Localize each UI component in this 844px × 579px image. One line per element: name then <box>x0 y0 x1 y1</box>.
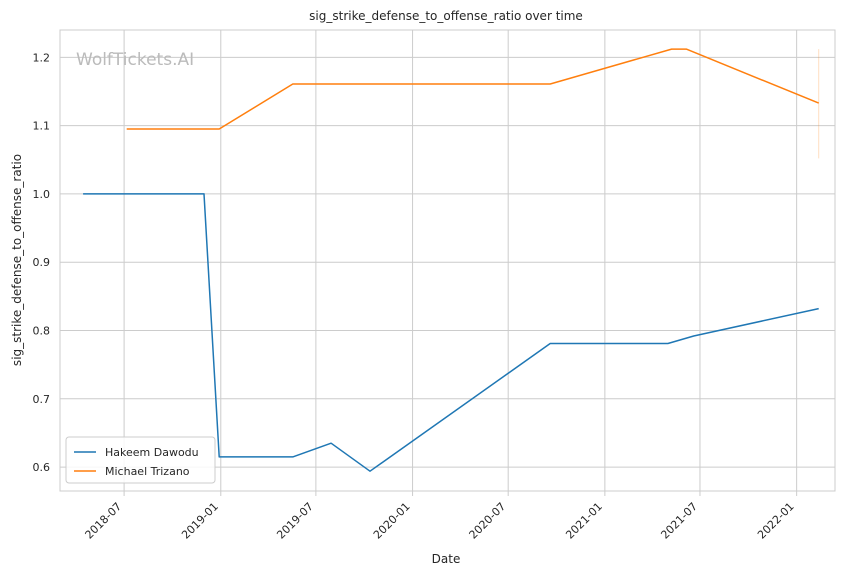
x-axis-label: Date <box>432 552 461 566</box>
y-tick-label: 0.7 <box>33 393 51 406</box>
chart-title: sig_strike_defense_to_offense_ratio over… <box>309 9 583 23</box>
legend: Hakeem Dawodu Michael Trizano <box>65 436 216 484</box>
legend-box <box>65 436 216 484</box>
y-axis-label: sig_strike_defense_to_offense_ratio <box>10 154 24 366</box>
series-layer <box>83 48 820 472</box>
y-tick-label: 0.8 <box>33 325 51 338</box>
y-tick-label: 1.1 <box>33 120 51 133</box>
series-line-2 <box>126 48 819 130</box>
series-line-1 <box>83 193 819 472</box>
plot-border <box>59 29 836 492</box>
y-axis-ticks: 0.6 0.7 0.8 0.9 1.0 1.1 1.2 <box>33 51 51 474</box>
y-tick-label: 0.9 <box>33 256 51 269</box>
y-tick-label: 1.2 <box>33 51 51 64</box>
plot-area <box>60 30 835 491</box>
legend-label-1: Hakeem Dawodu <box>105 446 199 459</box>
legend-label-2: Michael Trizano <box>105 465 190 478</box>
y-tick-label: 1.0 <box>33 188 51 201</box>
y-tick-label: 0.6 <box>33 461 51 474</box>
watermark-text: WolfTickets.AI <box>76 50 194 70</box>
plot-frame <box>59 29 836 492</box>
